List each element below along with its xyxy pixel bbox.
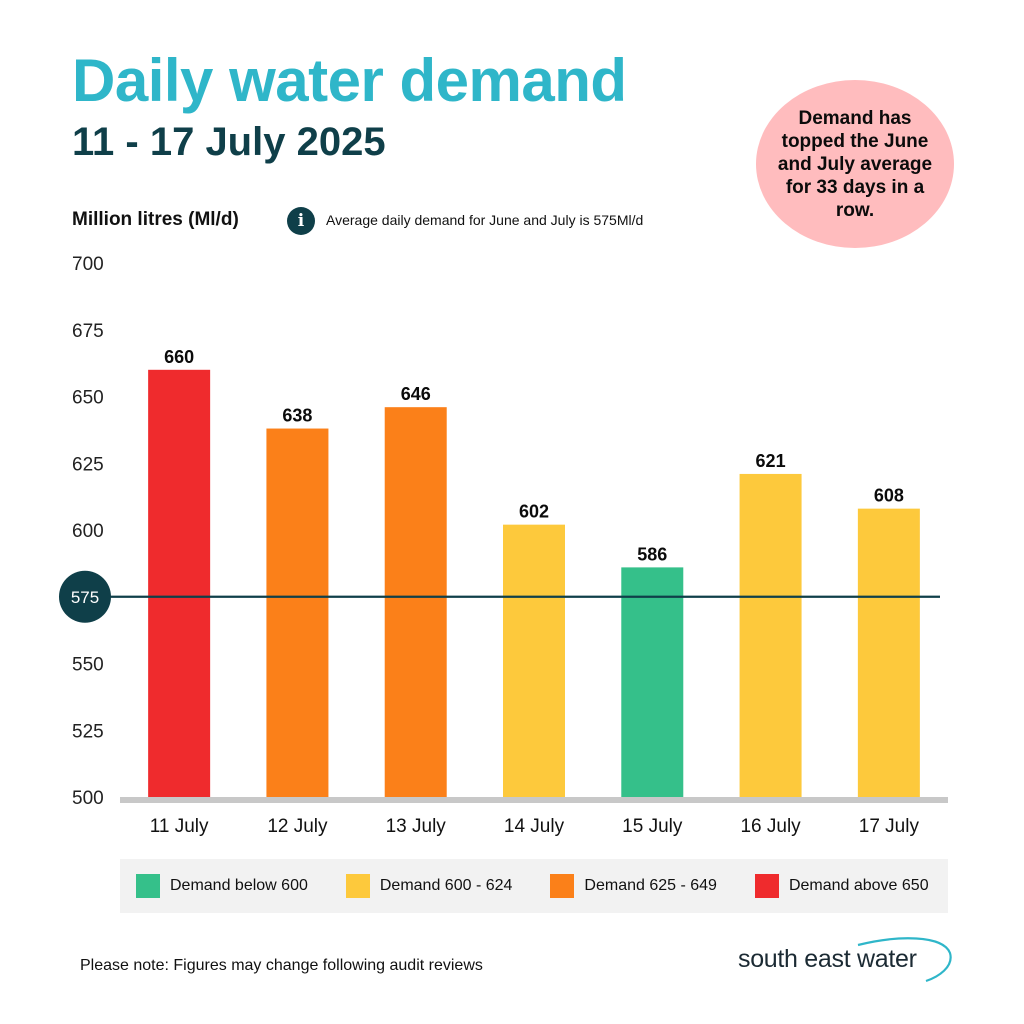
logo-swoosh-icon xyxy=(857,937,952,983)
legend-item-600-624: Demand 600 - 624 xyxy=(345,874,513,898)
y-tick-label: 550 xyxy=(72,655,104,676)
legend-swatch xyxy=(345,874,370,898)
legend-swatch xyxy=(136,874,160,898)
bar-value-label: 608 xyxy=(874,486,904,506)
legend-item-below-600: Demand below 600 xyxy=(136,874,308,898)
legend-item-above-650: Demand above 650 xyxy=(754,874,929,898)
y-tick-label: 650 xyxy=(72,388,104,409)
legend: Demand below 600 Demand 600 - 624 Demand… xyxy=(120,859,948,913)
average-marker-circle xyxy=(59,570,111,623)
bar-value-label: 602 xyxy=(519,502,549,522)
logo-text: south east water xyxy=(738,945,917,973)
bar xyxy=(503,524,565,797)
y-axis-label: Million litres (Ml/d) xyxy=(72,209,239,230)
y-tick-label: 675 xyxy=(72,321,104,342)
x-tick-label: 12 July xyxy=(267,816,328,837)
x-tick-label: 15 July xyxy=(622,816,683,837)
bar xyxy=(621,567,684,797)
legend-item-625-649: Demand 625 - 649 xyxy=(550,874,717,898)
info-text: Average daily demand for June and July i… xyxy=(326,212,644,228)
bar-value-label: 646 xyxy=(401,384,431,404)
page-title: Daily water demand xyxy=(72,47,627,114)
y-tick-label: 500 xyxy=(72,788,104,809)
callout-bubble: Demand has topped the June and July aver… xyxy=(756,80,954,248)
company-logo: south east water xyxy=(738,935,952,985)
x-tick-label: 14 July xyxy=(504,816,565,837)
y-tick-label: 525 xyxy=(72,721,104,742)
legend-swatch xyxy=(754,874,779,898)
callout-text: Demand has topped the June and July aver… xyxy=(777,107,933,221)
x-tick-label: 13 July xyxy=(386,816,447,837)
bar xyxy=(857,508,920,797)
bar-value-label: 586 xyxy=(637,544,667,564)
page-subtitle: 11 - 17 July 2025 xyxy=(72,120,386,164)
legend-label: Demand below 600 xyxy=(170,877,308,894)
bar xyxy=(384,407,447,797)
legend-swatch xyxy=(550,874,575,898)
y-tick-label: 600 xyxy=(72,521,104,542)
footnote: Please note: Figures may change followin… xyxy=(80,957,483,974)
x-tick-label: 16 July xyxy=(740,816,801,837)
average-marker-label: 575 xyxy=(71,588,99,607)
legend-label: Demand above 650 xyxy=(788,877,929,894)
bar xyxy=(266,428,329,797)
legend-label: Demand 625 - 649 xyxy=(584,877,717,894)
x-axis-baseline xyxy=(120,797,948,803)
bar-value-label: 660 xyxy=(164,347,194,367)
x-tick-label: 17 July xyxy=(859,816,920,837)
bar-value-label: 638 xyxy=(282,406,312,426)
y-tick-label: 700 xyxy=(72,254,104,275)
bar-value-label: 621 xyxy=(756,451,786,471)
legend-label: Demand 600 - 624 xyxy=(379,877,513,894)
x-tick-label: 11 July xyxy=(150,816,209,837)
bar xyxy=(148,369,211,797)
info-icon: i xyxy=(287,207,315,235)
y-tick-label: 625 xyxy=(72,454,104,475)
bar xyxy=(739,473,802,797)
